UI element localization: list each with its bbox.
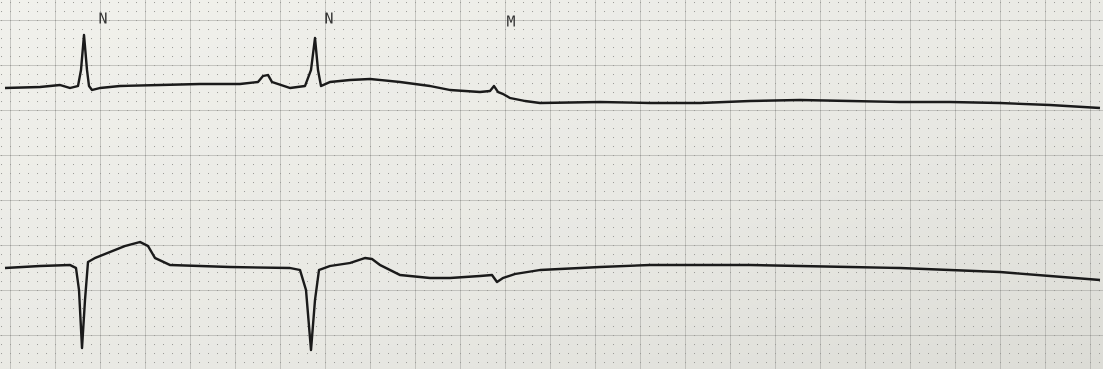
beat-annotation: M bbox=[506, 13, 515, 31]
beat-annotation: N bbox=[98, 10, 107, 28]
major-grid bbox=[0, 0, 1103, 369]
beat-annotation: N bbox=[324, 10, 333, 28]
page: {"annotations": [{"label": "N"}, {"label… bbox=[0, 0, 1103, 369]
ecg-strip: N N M bbox=[0, 0, 1103, 369]
